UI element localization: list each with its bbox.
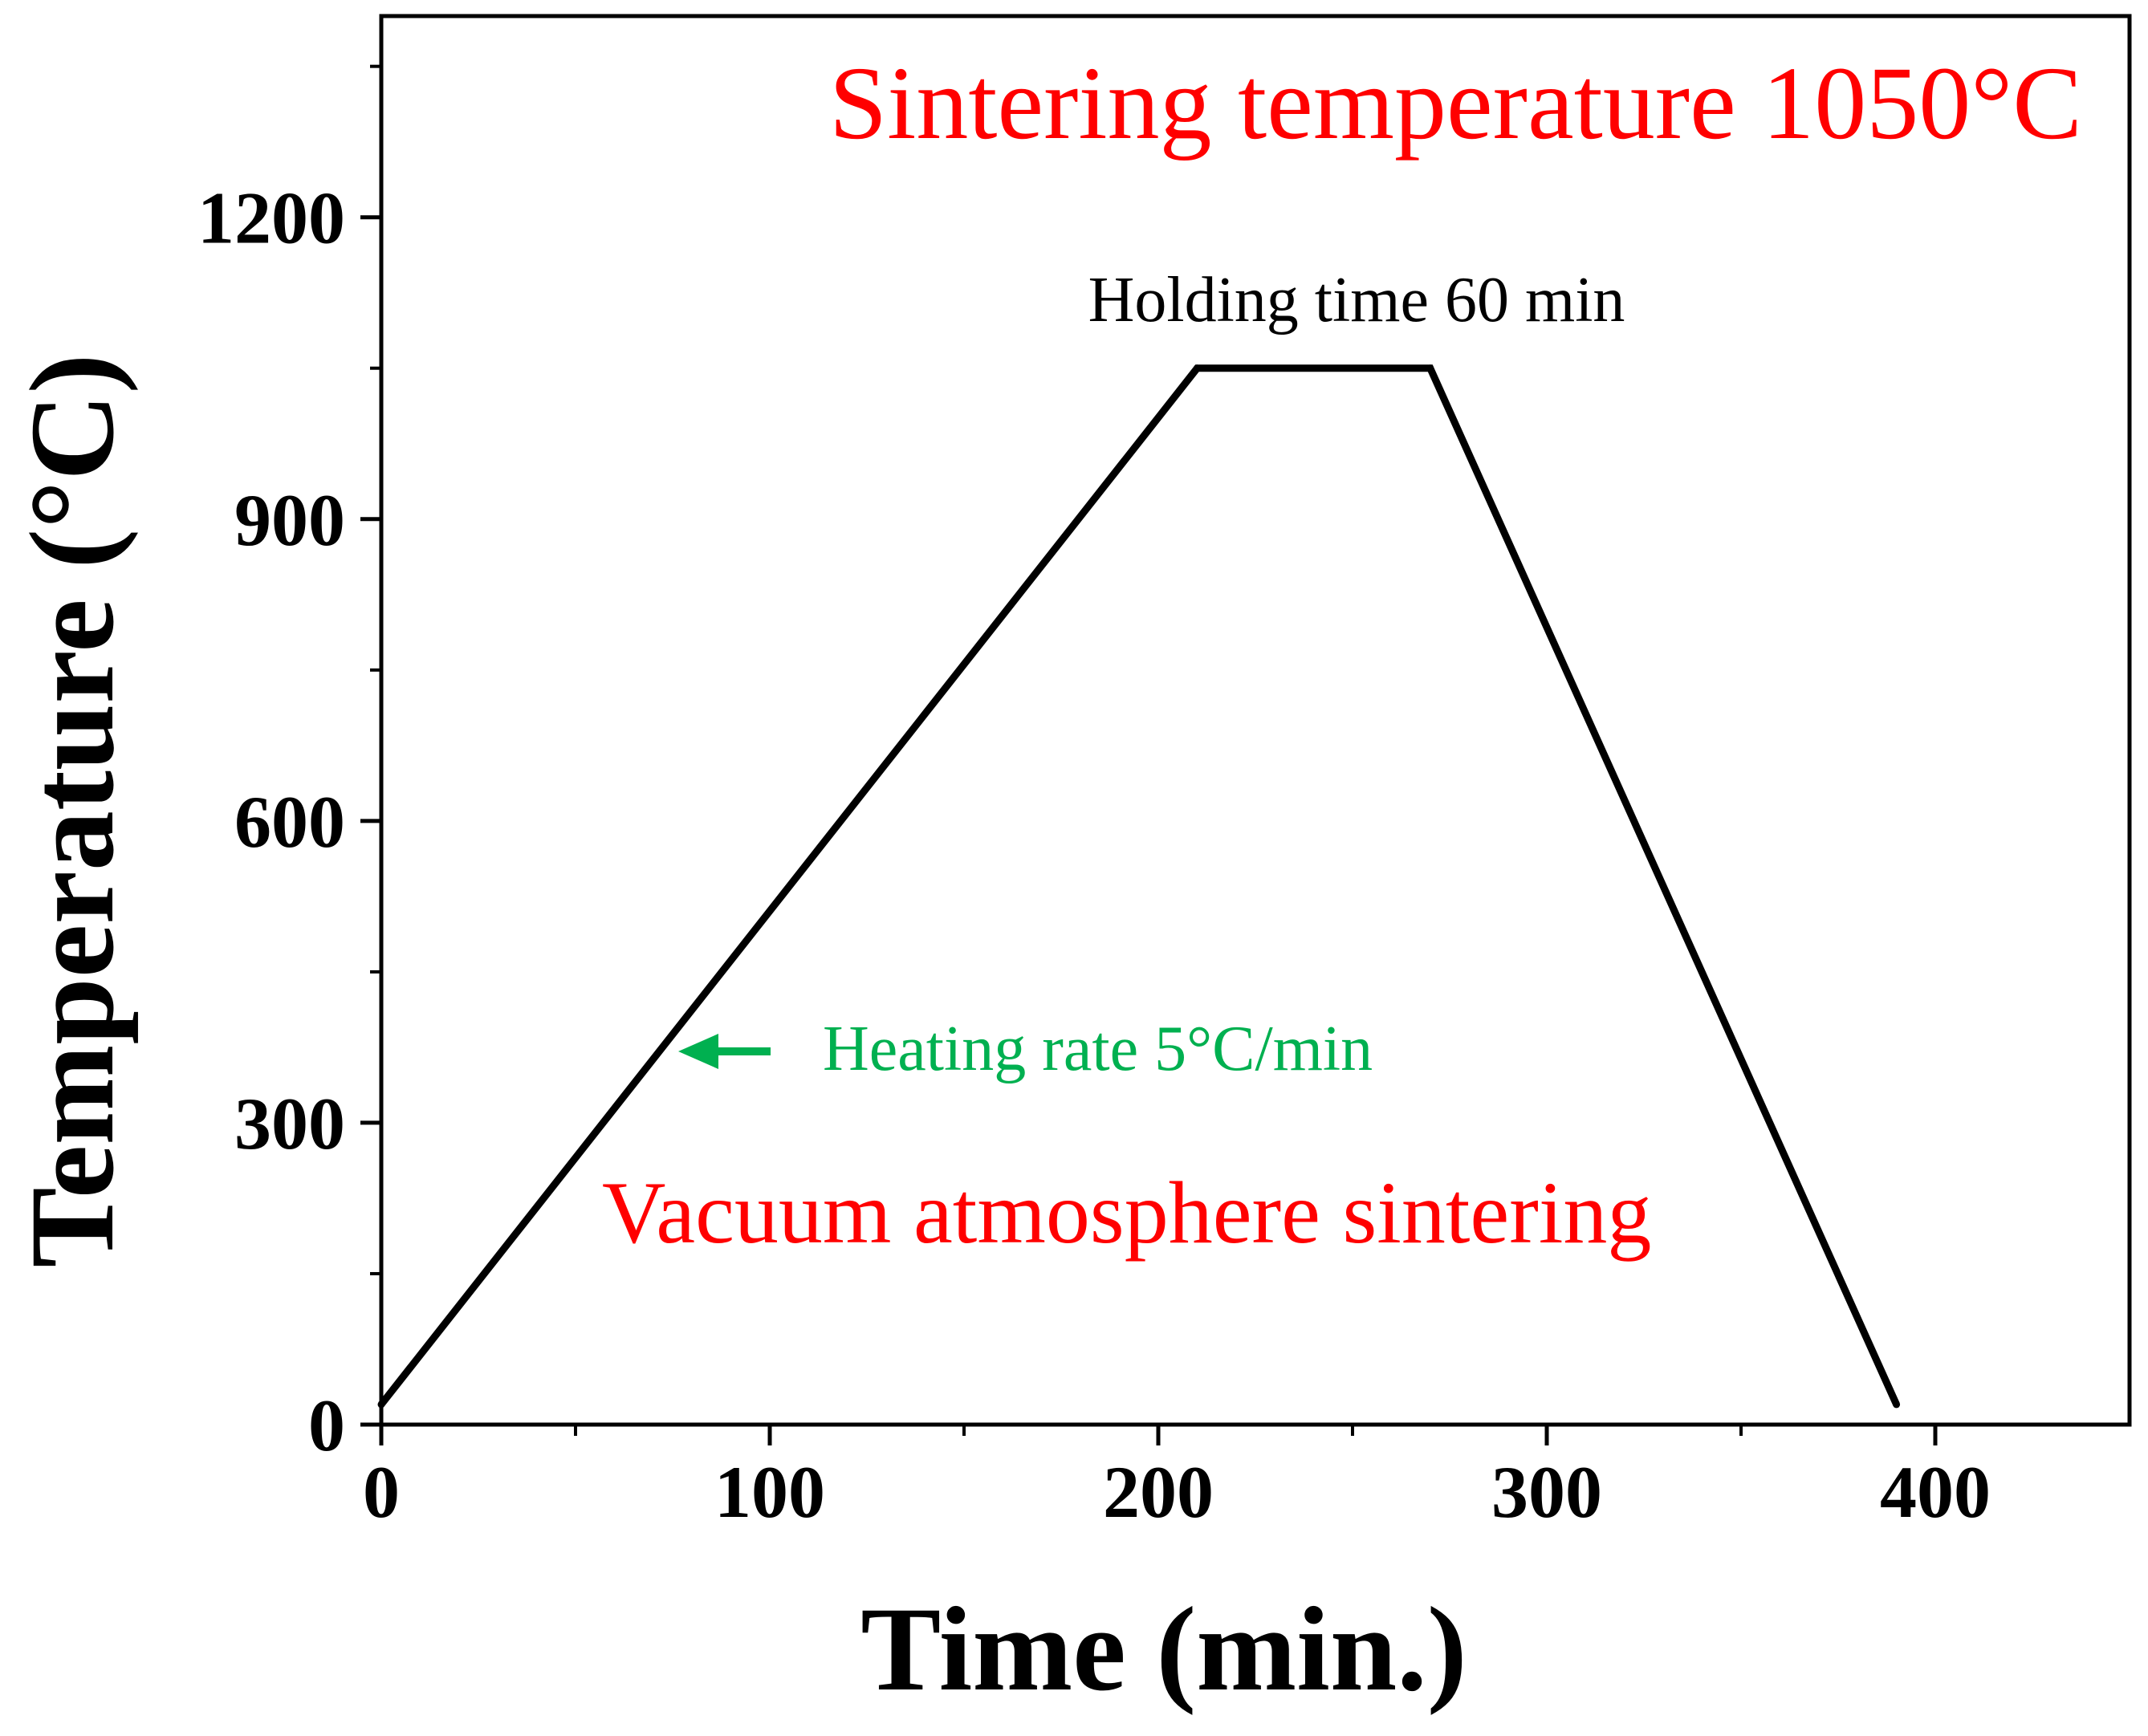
x-axis-label: Time (min.)	[860, 1583, 1467, 1716]
y-tick-label: 300	[234, 1083, 345, 1165]
x-tick-label: 300	[1491, 1451, 1602, 1533]
profile-point	[1193, 364, 1201, 372]
heating-rate-arrow	[678, 1034, 771, 1069]
profile-point	[1893, 1401, 1901, 1409]
tick-labels: 0 100 200 300 400 0 300 600 900 1200	[197, 177, 1991, 1533]
vacuum-atmosphere-annotation: Vacuum atmosphere sintering	[602, 1164, 1651, 1262]
plot-frame	[379, 14, 2132, 1427]
arrow-head-icon	[678, 1034, 718, 1069]
major-ticks	[360, 215, 1938, 1445]
holding-time-annotation: Holding time 60 min	[1088, 265, 1625, 335]
y-tick-label: 600	[234, 781, 345, 863]
x-tick-label: 400	[1880, 1451, 1991, 1533]
x-tick-label: 0	[363, 1451, 400, 1533]
x-tick-label: 200	[1103, 1451, 1214, 1533]
heating-rate-annotation: Heating rate 5°C/min	[823, 1014, 1373, 1084]
y-axis-label: Temperature (°C)	[6, 354, 139, 1268]
y-tick-label: 1200	[197, 177, 345, 259]
profile-point	[1426, 364, 1434, 372]
x-tick-label: 100	[714, 1451, 825, 1533]
sintering-temperature-annotation: Sintering temperature 1050°C	[829, 46, 2082, 161]
y-tick-label: 0	[308, 1384, 345, 1466]
temperature-profile-line	[378, 364, 1900, 1407]
y-tick-label: 900	[234, 479, 345, 561]
